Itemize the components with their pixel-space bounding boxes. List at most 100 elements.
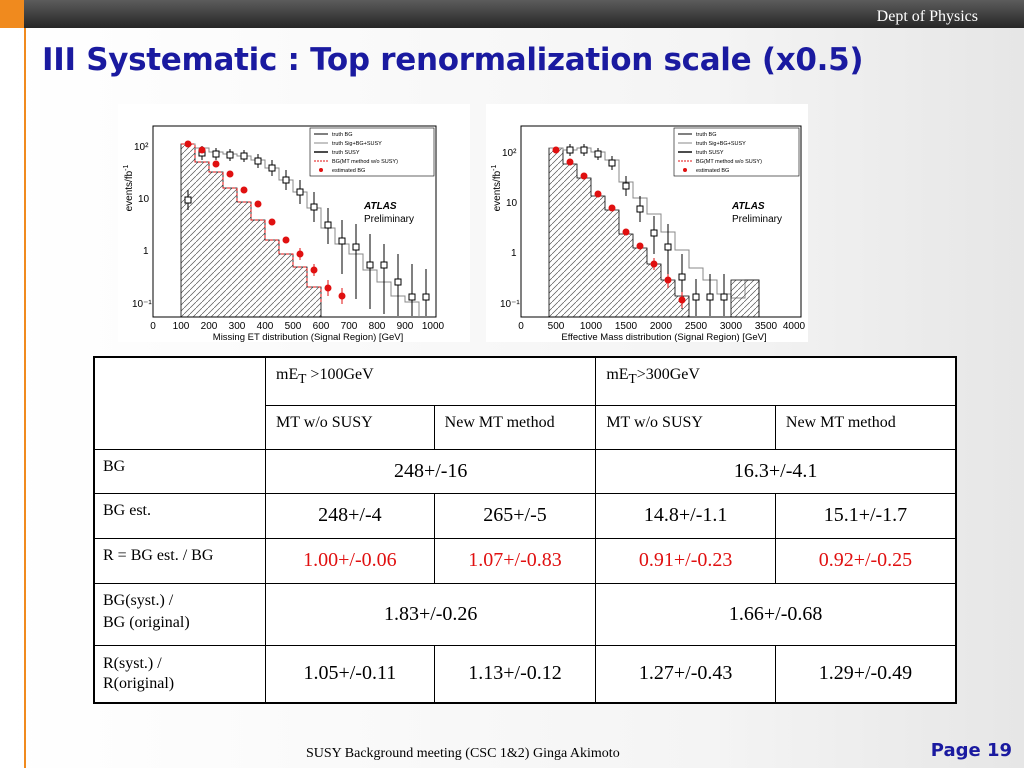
row-label: R(syst.) / R(original) <box>93 644 267 704</box>
xtick-label: 700 <box>341 321 358 332</box>
page-number: Page 19 <box>930 740 1012 761</box>
xtick-label: 600 <box>313 321 330 332</box>
table-cell: 14.8+/-1.1 <box>595 492 776 539</box>
table-cell: 248+/-16 <box>265 448 597 494</box>
estimated-bg-points <box>552 146 686 308</box>
ytick-label: 10² <box>502 148 517 159</box>
header-met-300-pre: mE <box>606 366 629 383</box>
xtick-label: 2500 <box>685 321 708 332</box>
ytick-label: 10 <box>138 194 150 205</box>
y-axis-label-sup: -1 <box>123 164 130 170</box>
xtick-label: 1500 <box>615 321 638 332</box>
y-axis-label-sup: -1 <box>491 164 498 170</box>
table-cell-highlight: 0.92+/-0.25 <box>774 537 957 584</box>
dept-label: Dept of Physics <box>876 8 978 25</box>
table-cell: 16.3+/-4.1 <box>595 448 957 494</box>
table-cell-highlight: 0.91+/-0.23 <box>595 537 776 584</box>
truth-sig-bg-susy-hist <box>181 143 420 317</box>
table-cell-highlight: 1.00+/-0.06 <box>265 537 435 584</box>
table-cell: 1.83+/-0.26 <box>265 582 597 646</box>
xtick-label: 500 <box>548 321 565 332</box>
xtick-label: 400 <box>257 321 274 332</box>
legend-entry: estimated BG <box>696 168 729 174</box>
ytick-label: 10 <box>506 198 518 209</box>
header-met-300-post: >300GeV <box>636 366 700 383</box>
y-axis-title: events/fb-1 <box>491 164 503 211</box>
xtick-label: 800 <box>369 321 386 332</box>
row-label-line: BG (original) <box>103 613 190 631</box>
row-label-line: BG(syst.) / <box>103 591 174 609</box>
table-cell: 265+/-5 <box>433 492 597 539</box>
header-met-100-pre: mE <box>276 366 299 383</box>
table-row-bg-syst: BG(syst.) / BG (original) 1.83+/-0.26 1.6… <box>93 582 957 646</box>
xtick-label: 2000 <box>650 321 673 332</box>
ytick-label: 10⁻¹ <box>132 299 152 310</box>
legend-entry: truth SUSY <box>332 150 360 156</box>
row-label: R = BG est. / BG <box>93 537 267 584</box>
legend-entry: truth Sig+BG+SUSY <box>696 141 746 147</box>
legend-entry: truth BG <box>696 132 716 138</box>
x-axis-label: Effective Mass distribution (Signal Regi… <box>561 332 766 342</box>
atlas-label: ATLAS <box>363 201 397 212</box>
table-row-bg-est: BG est. 248+/-4 265+/-5 14.8+/-1.1 15.1+… <box>93 492 957 539</box>
xtick-label: 3000 <box>720 321 743 332</box>
table-cell: 248+/-4 <box>265 492 435 539</box>
table-cell: 1.29+/-0.49 <box>774 644 957 704</box>
xtick-label: 1000 <box>422 321 445 332</box>
table-cell: 1.05+/-0.11 <box>265 644 435 704</box>
preliminary-label: Preliminary <box>364 214 414 225</box>
row-label-line: R(syst.) / <box>103 654 162 672</box>
x-axis-label: Missing ET distribution (Signal Region) … <box>213 332 403 342</box>
legend-entry: truth SUSY <box>696 150 724 156</box>
table-row-bg: BG 248+/-16 16.3+/-4.1 <box>93 448 957 494</box>
legend: truth BG truth Sig+BG+SUSY truth SUSY BG… <box>309 127 435 177</box>
y-axis-label: events/fb <box>124 170 135 211</box>
table-cell: 1.66+/-0.68 <box>595 582 957 646</box>
top-bar <box>0 0 1024 28</box>
table-row-r-syst: R(syst.) / R(original) 1.05+/-0.11 1.13+/… <box>93 644 957 704</box>
header-met-300-sub: T <box>628 371 637 387</box>
xtick-label: 3500 <box>755 321 778 332</box>
xtick-label: 200 <box>201 321 218 332</box>
preliminary-label: Preliminary <box>732 214 782 225</box>
empty-corner-cell <box>93 356 267 450</box>
legend-entry: estimated BG <box>332 168 365 174</box>
xtick-label: 300 <box>229 321 246 332</box>
ytick-label: 1 <box>143 246 149 257</box>
row-label: BG <box>93 448 267 494</box>
xtick-label: 0 <box>518 321 524 332</box>
legend-entry: BG(MT method w/o SUSY) <box>332 159 398 165</box>
row-label: BG(syst.) / BG (original) <box>93 582 267 646</box>
table-cell-highlight: 1.07+/-0.83 <box>433 537 597 584</box>
subheader-cell: New MT method <box>433 404 597 450</box>
header-met-100: mET >100GeV <box>265 356 597 406</box>
ytick-label: 10² <box>134 142 149 153</box>
table-subheader-row: MT w/o SUSY New MT method MT w/o SUSY Ne… <box>94 404 957 450</box>
systematics-table: mET >100GeV mET>300GeV MT w/o SUSY New M… <box>93 356 957 704</box>
xtick-label: 1000 <box>580 321 603 332</box>
ytick-label: 10⁻¹ <box>500 299 520 310</box>
orange-vertical-rule <box>24 28 26 768</box>
row-label-line: R(original) <box>103 674 175 692</box>
table-header-row: mET >100GeV mET>300GeV <box>93 356 957 450</box>
xtick-label: 0 <box>150 321 156 332</box>
table-cell: 1.13+/-0.12 <box>433 644 597 704</box>
estimated-bg-points <box>184 140 346 304</box>
header-met-300: mET>300GeV <box>595 356 957 406</box>
row-label: BG est. <box>93 492 267 539</box>
header-met-100-post: >100GeV <box>306 366 374 383</box>
y-axis-label: events/fb <box>492 170 503 211</box>
xtick-label: 500 <box>285 321 302 332</box>
legend-entry: BG(MT method w/o SUSY) <box>696 159 762 165</box>
footer-text: SUSY Background meeting (CSC 1&2) Ginga … <box>306 746 620 761</box>
legend-entry: truth Sig+BG+SUSY <box>332 141 382 147</box>
subheader-cell: New MT method <box>774 404 957 450</box>
atlas-label: ATLAS <box>731 201 765 212</box>
header-met-100-sub: T <box>298 371 307 387</box>
bg-mt-method-dashed-hist <box>181 143 322 304</box>
y-axis-title: events/fb-1 <box>123 164 135 211</box>
table-row-ratio: R = BG est. / BG 1.00+/-0.06 1.07+/-0.83… <box>93 537 957 584</box>
truth-bg-hatched-tail <box>730 279 760 318</box>
legend-entry: truth BG <box>332 132 352 138</box>
table-cell: 15.1+/-1.7 <box>774 492 957 539</box>
